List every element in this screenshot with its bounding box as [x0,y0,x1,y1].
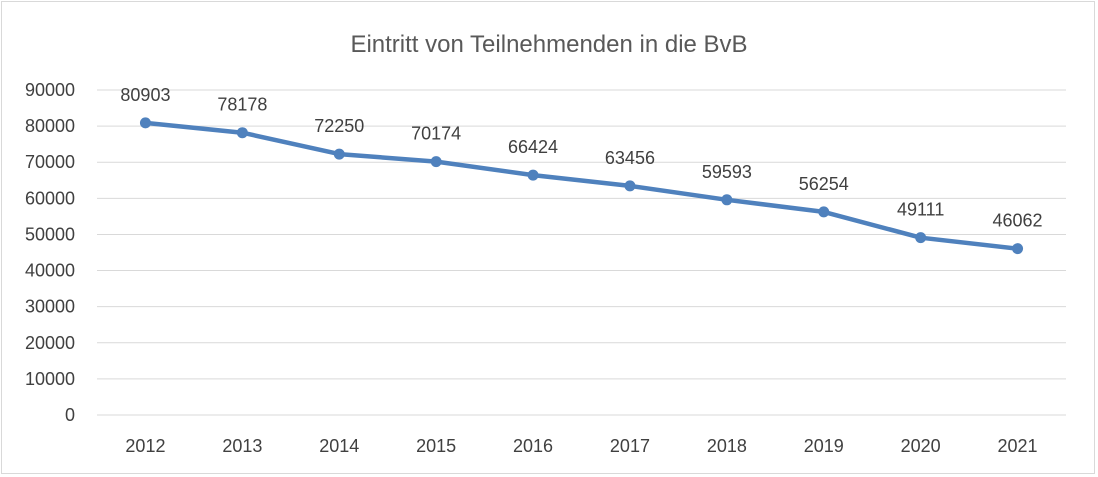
y-tick-label-20000: 20000 [25,333,75,353]
x-tick-label-2015: 2015 [416,436,456,456]
data-label-2018: 59593 [702,162,752,182]
x-tick-label-2012: 2012 [125,436,165,456]
data-point-2012 [139,117,151,129]
data-point-2018 [721,194,733,206]
x-axis-ticks: 2012 2013 2014 2015 2016 2017 2018 2019 2020 2021 [125,436,1037,456]
data-point-2014 [333,148,345,160]
data-label-2017: 63456 [605,148,655,168]
data-point-2015 [430,156,442,168]
y-tick-label-70000: 70000 [25,152,75,172]
x-tick-label-2019: 2019 [804,436,844,456]
data-label-2019: 56254 [799,174,849,194]
data-label-2013: 78178 [217,95,267,115]
y-axis-ticks: 0 10000 20000 30000 40000 50000 60000 70000 8000… [25,80,75,425]
y-tick-label-90000: 90000 [25,80,75,100]
data-point-2020 [915,232,927,244]
y-tick-label-40000: 40000 [25,261,75,281]
x-tick-label-2016: 2016 [513,436,553,456]
x-tick-label-2020: 2020 [901,436,941,456]
y-tick-label-30000: 30000 [25,297,75,317]
chart-title: Eintritt von Teilnehmenden in die BvB [350,31,747,58]
y-tick-label-50000: 50000 [25,224,75,244]
series-layer [139,117,1024,255]
data-point-2016 [527,169,539,181]
data-label-2014: 72250 [314,116,364,136]
data-label-2021: 46062 [993,211,1043,231]
y-tick-label-60000: 60000 [25,188,75,208]
data-point-2019 [818,206,830,218]
gridlines [97,89,1066,416]
data-point-2013 [236,127,248,139]
y-tick-label-80000: 80000 [25,116,75,136]
x-tick-label-2018: 2018 [707,436,747,456]
data-label-2016: 66424 [508,137,558,157]
x-tick-label-2021: 2021 [998,436,1038,456]
x-tick-label-2013: 2013 [222,436,262,456]
data-label-2020: 49111 [897,200,944,220]
y-tick-label-0: 0 [65,405,75,425]
y-tick-label-10000: 10000 [25,369,75,389]
data-labels: 80903 78178 72250 70174 66424 63456 59593 56254… [120,85,1042,231]
x-tick-label-2014: 2014 [319,436,359,456]
x-tick-label-2017: 2017 [610,436,650,456]
series-line [143,120,1020,251]
data-point-2021 [1012,243,1024,255]
data-point-2017 [624,180,636,192]
data-label-2015: 70174 [411,124,461,144]
data-label-2012: 80903 [120,85,170,105]
